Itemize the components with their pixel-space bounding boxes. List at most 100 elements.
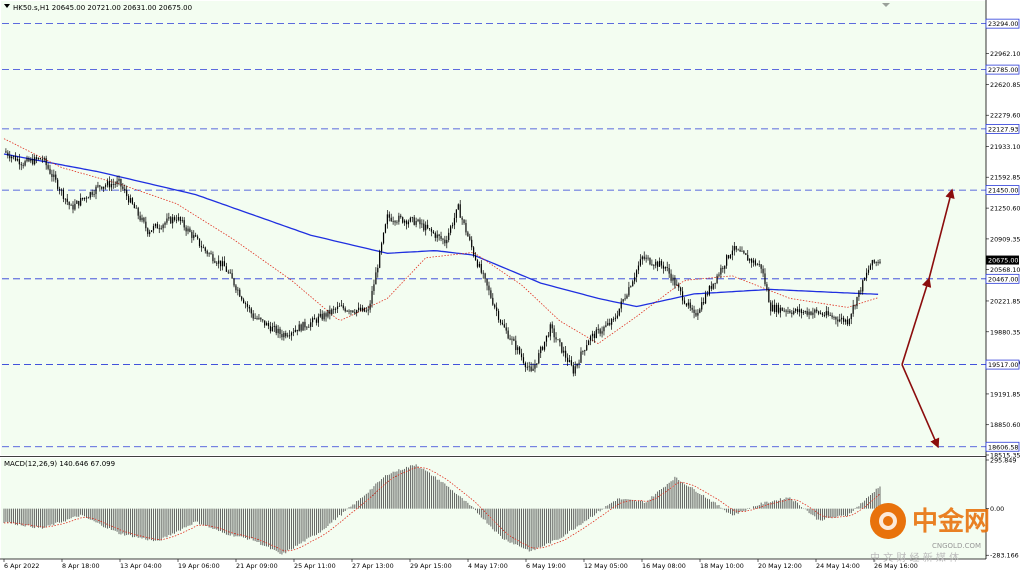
candle-body: [212, 254, 214, 262]
candle-body: [653, 265, 655, 267]
candle-body: [770, 302, 772, 312]
candle-body: [198, 238, 201, 246]
y-tick-label: 22279.60: [990, 112, 1021, 120]
y-tick-label: 22962.10: [990, 50, 1021, 58]
candle-body: [367, 309, 369, 311]
candle-body: [392, 221, 394, 222]
candle-body: [814, 309, 816, 313]
candle-body: [716, 275, 718, 283]
candle-body: [283, 333, 285, 338]
candle-body: [18, 159, 20, 165]
candle-body: [486, 278, 488, 286]
candle-body: [114, 184, 116, 185]
candle-body: [116, 180, 118, 185]
candle-body: [480, 263, 482, 273]
candle-body: [55, 174, 57, 180]
candle-body: [24, 161, 26, 166]
x-tick-label: 24 May 14:00: [816, 562, 860, 570]
candle-body: [731, 250, 734, 256]
candle-body: [683, 300, 686, 304]
candle-body: [674, 277, 676, 286]
candle-body: [718, 274, 720, 276]
candle-body: [628, 287, 630, 296]
candle-body: [41, 159, 43, 161]
candle-body: [168, 217, 170, 219]
candle-body: [448, 232, 450, 241]
candle-body: [365, 310, 367, 312]
candle-body: [154, 223, 157, 227]
candle-body: [772, 304, 774, 312]
candle-body: [703, 302, 705, 304]
candle-body: [9, 155, 11, 159]
candle-body: [651, 264, 653, 266]
candle-body: [187, 228, 189, 232]
candle-body: [145, 221, 147, 229]
candle-body: [28, 158, 30, 162]
candle-body: [135, 207, 137, 209]
candle-body: [668, 267, 670, 274]
candle-body: [781, 307, 783, 311]
candle-body: [622, 299, 624, 302]
candle-body: [425, 224, 427, 231]
candle-body: [833, 317, 835, 318]
candle-body: [415, 221, 417, 225]
candle-body: [394, 221, 396, 223]
candle-body: [34, 157, 36, 165]
candle-body: [499, 319, 502, 323]
candle-body: [570, 360, 572, 366]
candle-body: [181, 220, 183, 221]
candle-body: [821, 313, 824, 316]
watermark: 中金网 CNGOLD.COM 中 文 财 经 新 媒 体: [870, 503, 990, 564]
candle-body: [681, 291, 684, 301]
candle-body: [271, 326, 273, 332]
candle-body: [292, 331, 295, 333]
candle-body: [565, 350, 567, 358]
candle-body: [81, 197, 84, 200]
candle-body: [819, 313, 822, 315]
candle-body: [750, 258, 753, 263]
candle-body: [635, 270, 638, 278]
candle-body: [289, 335, 291, 337]
candle-body: [496, 307, 498, 311]
candle-body: [607, 322, 609, 326]
level-tag-label: 22785.00: [988, 66, 1019, 74]
candle-body: [632, 281, 634, 287]
candle-body: [398, 215, 400, 222]
candle-body: [120, 178, 122, 187]
candle-body: [752, 260, 755, 263]
y-tick-label: 20909.35: [990, 235, 1021, 243]
candle-body: [220, 260, 222, 267]
candle-body: [643, 256, 645, 259]
candle-body: [369, 303, 371, 310]
candle-body: [864, 277, 866, 281]
candle-body: [451, 225, 454, 227]
candle-body: [323, 313, 325, 320]
candle-body: [197, 236, 199, 239]
candle-body: [254, 318, 256, 319]
candle-body: [837, 319, 839, 322]
candle-body: [465, 223, 467, 233]
candle-body: [695, 312, 697, 316]
candle-body: [584, 350, 586, 352]
candle-body: [517, 347, 519, 351]
candle-body: [35, 157, 38, 160]
y-tick-label: 19880.35: [990, 328, 1021, 336]
candle-body: [64, 198, 66, 200]
candle-body: [869, 265, 872, 270]
candle-body: [384, 224, 387, 233]
candle-body: [559, 339, 561, 343]
candle-body: [576, 363, 578, 367]
candle-body: [179, 217, 181, 221]
candle-body: [68, 201, 70, 206]
candle-body: [7, 152, 9, 156]
collapse-triangle-icon[interactable]: [4, 4, 10, 8]
candle-body: [214, 261, 216, 263]
candle-body: [701, 302, 703, 310]
level-tag-label: 19517.00: [988, 361, 1019, 369]
candle-body: [26, 158, 28, 162]
candle-body: [789, 310, 791, 313]
candle-body: [812, 312, 814, 315]
candle-body: [101, 186, 103, 189]
candle-body: [647, 257, 649, 259]
